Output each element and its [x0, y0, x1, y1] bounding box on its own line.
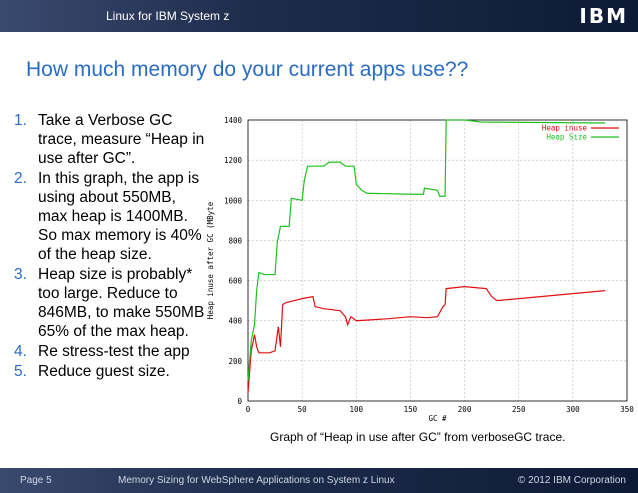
- x-tick-label: 50: [298, 405, 308, 414]
- x-tick-label: 350: [620, 405, 634, 414]
- data-line: [247, 119, 606, 381]
- y-tick-label: 800: [228, 236, 242, 245]
- logo: IBM: [579, 4, 628, 28]
- chart: 0 200 400 600 800 1000 1200 1400 0 50 100 150 200 250…: [206, 116, 634, 423]
- bullet: 3. Heap size is probably* too large. Redu…: [14, 265, 206, 341]
- y-tick-label: 1000: [224, 196, 243, 205]
- x-tick-label: 100: [350, 405, 364, 414]
- footer-bar: Page 5 Memory Sizing for WebSphere Appli…: [0, 468, 638, 493]
- bullet-text: Heap size is probably* too large. Reduce…: [38, 266, 205, 340]
- x-tick-label: 250: [512, 405, 526, 414]
- legend-label: Heap Size: [546, 133, 587, 142]
- bullet: 2. In this graph, the app is using about …: [14, 169, 206, 264]
- y-tick-label: 1200: [224, 156, 243, 165]
- plot-frame: [247, 119, 628, 402]
- caption: Graph of “Heap in use after GC” from ver…: [270, 430, 566, 444]
- bullet-text: Reduce guest size.: [38, 363, 170, 380]
- y-tick-label: 200: [228, 357, 242, 366]
- page-number: Page 5: [20, 475, 52, 486]
- slide-title: How much memory do your current apps use…: [26, 58, 469, 81]
- y-tick-label: 1400: [224, 116, 243, 125]
- bullet-text: In this graph, the app is using about 55…: [38, 170, 202, 263]
- bullet-marker: 1.: [14, 112, 27, 129]
- bullet-marker: 3.: [14, 266, 27, 283]
- data-line: [247, 285, 606, 394]
- x-tick-label: 0: [246, 405, 251, 414]
- y-axis-label: Heap inuse after GC (MByte: [206, 201, 215, 319]
- y-tick-label: 600: [228, 277, 242, 286]
- x-axis-label: GC #: [428, 414, 447, 423]
- x-tick-label: 300: [566, 405, 580, 414]
- bullet-list: 1. Take a Verbose GC trace, measure “Heap…: [14, 111, 206, 382]
- footer-text: Memory Sizing for WebSphere Applications…: [118, 475, 395, 486]
- bullet-marker: 2.: [14, 170, 27, 187]
- copyright: © 2012 IBM Corporation: [518, 475, 626, 486]
- bullet-marker: 5.: [14, 363, 27, 380]
- y-tick-label: 0: [237, 397, 242, 406]
- y-tick-label: 400: [228, 317, 242, 326]
- bullet-text: Take a Verbose GC trace, measure “Heap i…: [38, 112, 205, 167]
- x-tick-label: 200: [458, 405, 472, 414]
- x-tick-label: 150: [404, 405, 418, 414]
- bullet: 5. Reduce guest size.: [14, 362, 206, 381]
- bullet-text: Re stress-test the app: [38, 343, 190, 360]
- header-title: Linux for IBM System z: [106, 9, 230, 23]
- header-bar: Linux for IBM System z IBM: [0, 0, 638, 32]
- bullet: 4. Re stress-test the app: [14, 342, 206, 361]
- bullet-marker: 4.: [14, 343, 27, 360]
- legend-label: Heap inuse: [542, 124, 588, 133]
- bullet: 1. Take a Verbose GC trace, measure “Heap…: [14, 111, 206, 168]
